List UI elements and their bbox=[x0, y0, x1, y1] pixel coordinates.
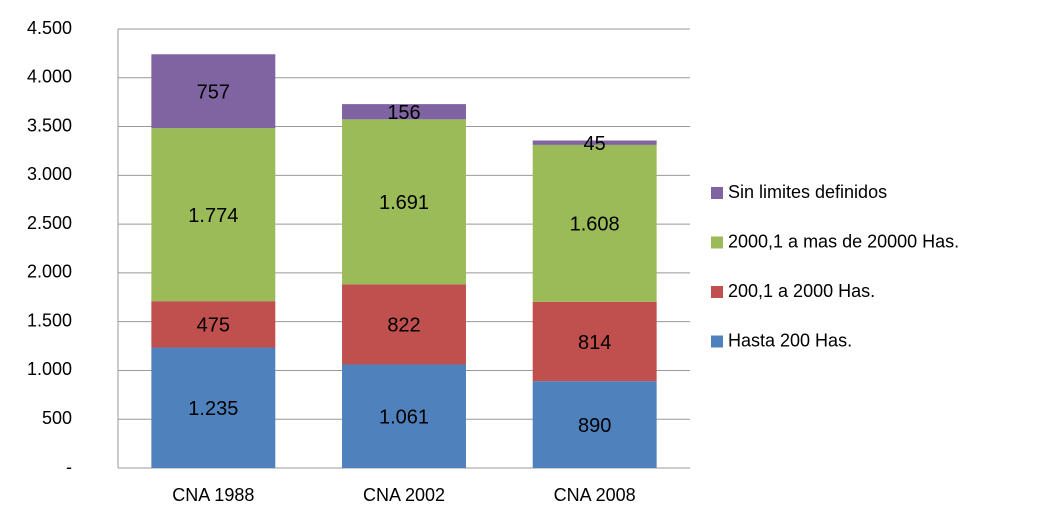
x-tick-label: CNA 2008 bbox=[554, 485, 636, 505]
y-tick-label: 500 bbox=[42, 408, 72, 428]
value-label: 45 bbox=[584, 133, 606, 155]
legend-swatch bbox=[711, 335, 723, 348]
y-tick-label: 2.500 bbox=[27, 213, 72, 233]
bar-segment bbox=[342, 364, 466, 468]
value-label: 1.774 bbox=[188, 205, 238, 227]
value-label: 475 bbox=[197, 315, 230, 337]
value-label: 1.061 bbox=[379, 407, 429, 429]
value-label: 1.691 bbox=[379, 192, 429, 214]
y-tick-label: - bbox=[66, 457, 72, 477]
value-label: 822 bbox=[387, 315, 420, 337]
value-label: 757 bbox=[197, 81, 230, 103]
value-label: 814 bbox=[578, 332, 611, 354]
legend-label: 200,1 a 2000 Has. bbox=[728, 281, 875, 301]
y-tick-label: 3.000 bbox=[27, 164, 72, 184]
bar-segment bbox=[151, 301, 276, 348]
bar-segment bbox=[532, 301, 657, 382]
legend-swatch bbox=[711, 187, 723, 199]
x-tick-label: CNA 1988 bbox=[172, 485, 254, 505]
bar-segment bbox=[532, 381, 657, 468]
bar-segment bbox=[342, 119, 466, 285]
bar-segment bbox=[532, 140, 657, 145]
value-label: 890 bbox=[578, 415, 611, 437]
y-tick-label: 3.500 bbox=[27, 115, 72, 135]
legend-label: 2000,1 a mas de 20000 Has. bbox=[728, 231, 959, 251]
bar-segment bbox=[532, 144, 657, 302]
value-label: 1.235 bbox=[188, 398, 238, 420]
y-tick-label: 4.500 bbox=[27, 18, 72, 38]
bar-segment bbox=[342, 104, 466, 120]
y-tick-label: 2.000 bbox=[27, 262, 72, 282]
y-tick-label: 1.000 bbox=[27, 359, 72, 379]
bar-segment bbox=[151, 54, 276, 129]
bar-segment bbox=[151, 128, 276, 302]
legend-label: Hasta 200 Has. bbox=[728, 330, 852, 350]
y-tick-label: 1.500 bbox=[27, 310, 72, 330]
bar-segment bbox=[151, 347, 276, 468]
value-label: 156 bbox=[387, 102, 420, 124]
legend-swatch bbox=[711, 286, 723, 298]
x-tick-label: CNA 2002 bbox=[363, 485, 445, 505]
y-tick-label: 4.000 bbox=[27, 67, 72, 87]
bar-segment bbox=[342, 284, 466, 365]
legend-label: Sin limites definidos bbox=[728, 182, 887, 202]
value-label: 1.608 bbox=[570, 214, 620, 236]
legend-swatch bbox=[711, 236, 723, 249]
